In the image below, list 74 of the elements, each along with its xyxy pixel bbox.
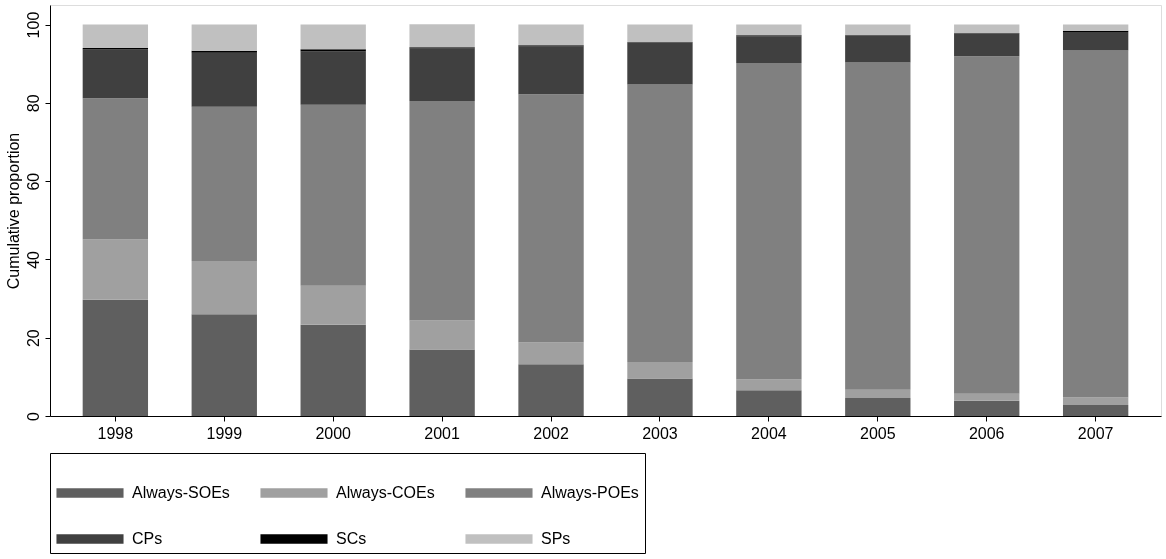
bar	[300, 285, 366, 325]
legend-label: SPs	[541, 530, 571, 547]
x-tick-label: 2004	[751, 424, 787, 442]
y-tick-label: 80	[24, 94, 42, 113]
bar	[409, 349, 475, 416]
bar	[82, 49, 149, 99]
x-tick-label: 2002	[533, 424, 569, 442]
x-tick-label: 2000	[315, 424, 352, 442]
bar	[191, 52, 257, 107]
bar	[191, 24, 257, 51]
bar	[518, 364, 584, 416]
bar	[518, 24, 584, 46]
bar	[300, 51, 366, 105]
bar	[954, 393, 1020, 401]
legend-label: Always-COEs	[336, 484, 435, 501]
bar	[409, 24, 475, 48]
bar	[845, 397, 911, 416]
bar	[736, 24, 802, 36]
x-tick-label: 2007	[1077, 424, 1114, 442]
y-tick-label: 40	[24, 250, 42, 269]
bar	[82, 239, 149, 300]
bar	[518, 342, 584, 365]
bar	[627, 378, 693, 416]
bar	[82, 24, 149, 49]
legend-label: Always-POEs	[541, 484, 639, 501]
x-tick-label: 2006	[968, 424, 1005, 442]
bar	[300, 49, 366, 52]
bar	[845, 35, 911, 63]
x-tick-label: 2003	[642, 424, 678, 442]
bar	[300, 24, 366, 50]
bar	[845, 389, 911, 398]
bar	[82, 299, 149, 416]
bar	[518, 46, 584, 95]
bar	[82, 98, 149, 240]
legend-label: Always-SOEs	[132, 484, 230, 501]
bar	[518, 94, 584, 343]
bar	[627, 84, 693, 362]
bar	[191, 314, 257, 416]
bar	[409, 320, 475, 350]
bar	[627, 24, 693, 43]
bar	[845, 24, 911, 36]
y-tick-label: 20	[24, 329, 42, 348]
bar	[409, 48, 475, 101]
x-tick-label: 2001	[424, 424, 461, 442]
x-tick-label: 2005	[860, 424, 896, 442]
bar	[1062, 397, 1129, 406]
bar	[954, 56, 1020, 394]
y-tick-label: 0	[24, 411, 42, 421]
bar	[954, 33, 1020, 57]
legend-label: SCs	[336, 530, 367, 547]
bar	[736, 62, 802, 380]
bar	[736, 390, 802, 416]
bar	[191, 260, 257, 315]
bar	[409, 100, 475, 321]
bar	[736, 379, 802, 391]
bar	[627, 361, 693, 379]
bar	[954, 400, 1020, 416]
bar	[1062, 50, 1129, 398]
bar	[1062, 405, 1129, 416]
legend-label: CPs	[132, 530, 163, 547]
bar	[627, 42, 693, 85]
y-tick-label: 60	[24, 172, 42, 191]
bar	[1062, 24, 1129, 31]
bar	[736, 36, 802, 63]
bar	[954, 24, 1020, 34]
bar	[191, 106, 257, 261]
bar	[300, 324, 366, 416]
y-axis-title: Cumulative proportion	[4, 132, 22, 290]
x-tick-label: 1999	[206, 424, 243, 442]
bar	[300, 104, 366, 286]
bar	[845, 62, 911, 390]
x-tick-label: 1998	[97, 424, 134, 442]
bar	[1062, 32, 1129, 51]
y-tick-label: 100	[24, 11, 42, 39]
